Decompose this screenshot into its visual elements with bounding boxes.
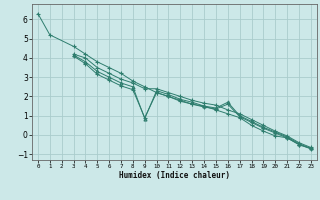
X-axis label: Humidex (Indice chaleur): Humidex (Indice chaleur) [119, 171, 230, 180]
